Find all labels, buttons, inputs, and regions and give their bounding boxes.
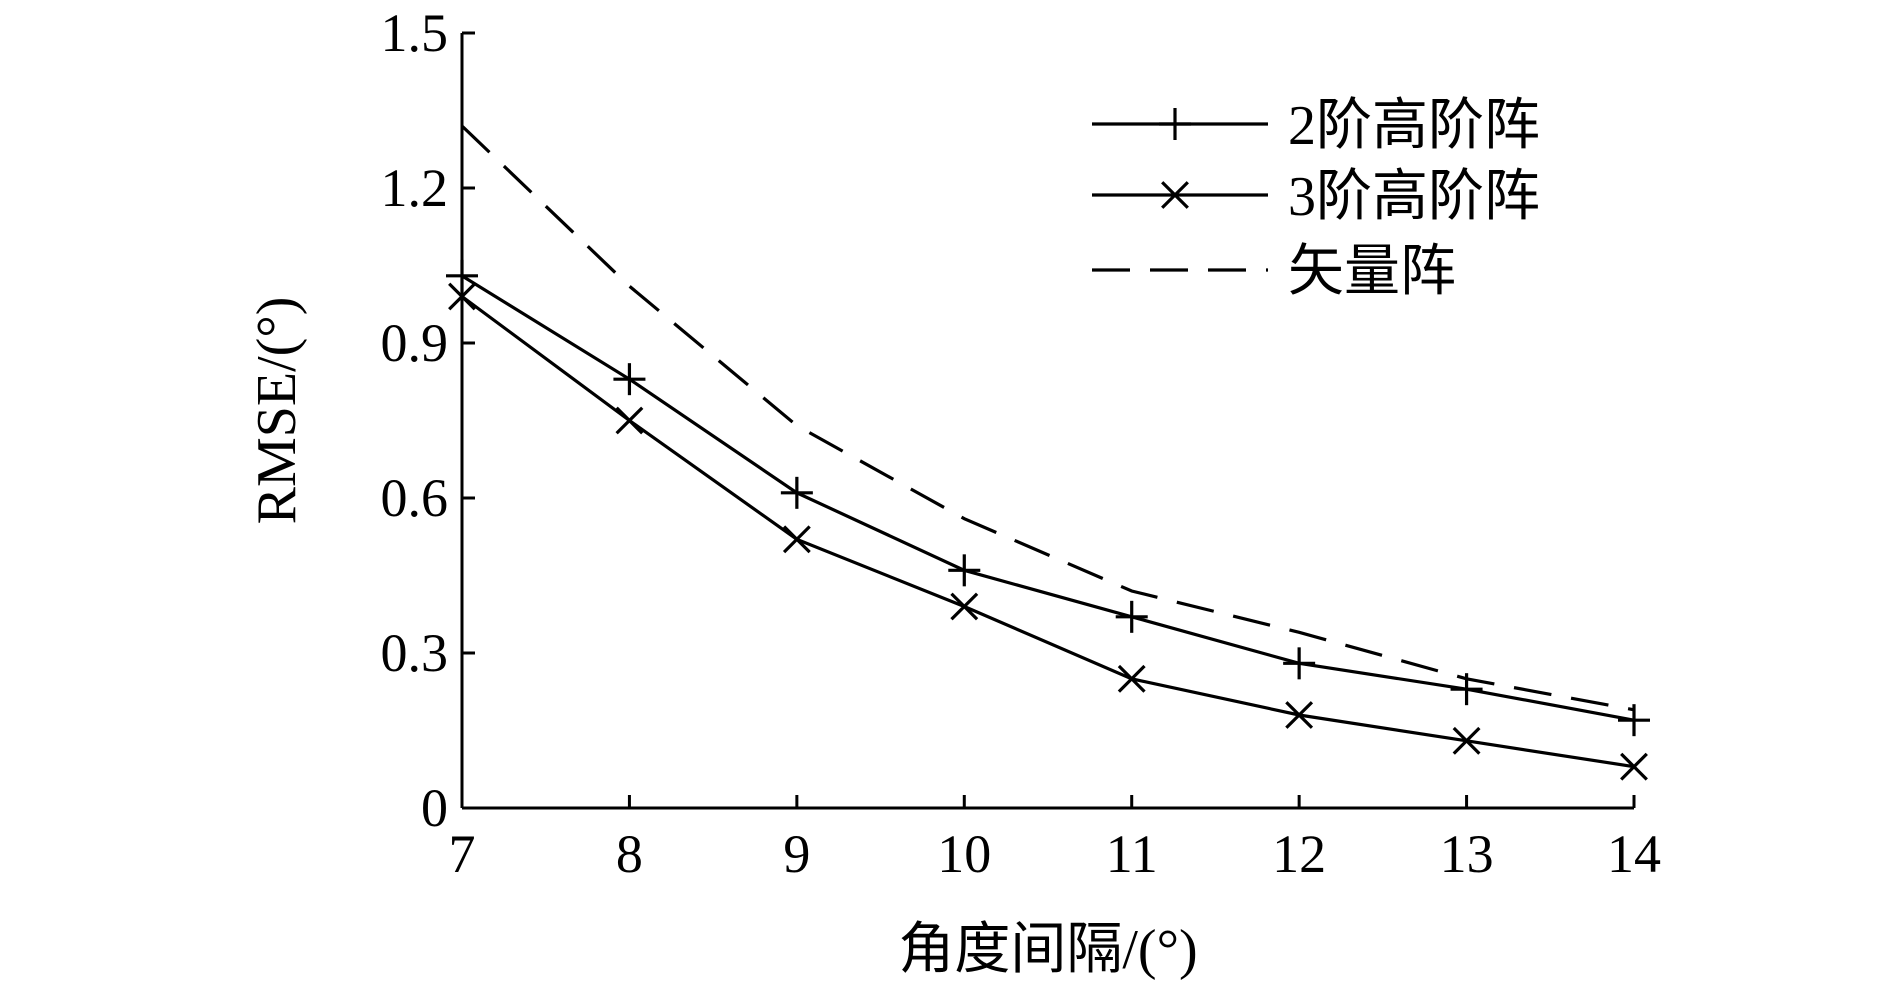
x-marker-b (1285, 701, 1314, 729)
plus-marker (948, 554, 981, 587)
legend-label: 矢量阵 (1288, 241, 1456, 303)
x-marker (1285, 701, 1314, 729)
legend-label: 2阶高阶阵 (1288, 95, 1540, 157)
x-tick-label: 7 (449, 824, 476, 884)
y-tick-label: 1.5 (381, 3, 449, 63)
y-tick-label: 1.2 (381, 158, 449, 218)
x-marker-b (950, 592, 979, 621)
x-tick-label: 11 (1106, 824, 1158, 884)
x-marker-b (1117, 664, 1146, 693)
legend-entry-1: 2阶高阶阵 (1092, 95, 1540, 157)
y-tick-label: 0.3 (381, 623, 449, 683)
plus-marker (1159, 108, 1191, 140)
y-tick-label: 0 (421, 778, 448, 838)
x-marker (782, 525, 811, 554)
x-marker-b (782, 525, 811, 554)
series-line-1 (461, 274, 1635, 722)
y-axis-title: RMSE/(°) (246, 297, 308, 525)
axes-layer: 0 0.3 0.6 0.9 1.2 1.5 7 8 9 10 11 12 13 14 (381, 3, 1662, 884)
x-marker-b (1452, 726, 1481, 755)
legend-entry-2: 3阶高阶阵 (1092, 166, 1540, 228)
x-marker (950, 592, 979, 621)
x-marker-b (1161, 181, 1189, 209)
series-line-2 (461, 295, 1635, 769)
x-marker (615, 406, 644, 435)
x-tick-label: 10 (937, 824, 991, 884)
x-marker-b (1620, 752, 1648, 781)
x-marker (1161, 181, 1189, 209)
y-tick-label: 0.9 (381, 313, 449, 373)
x-tick-label: 9 (783, 824, 810, 884)
x-tick-label: 13 (1440, 824, 1494, 884)
plus-marker (1283, 647, 1316, 680)
x-tick-label: 12 (1272, 824, 1326, 884)
x-marker (1117, 664, 1146, 693)
series-line-3 (460, 124, 1635, 712)
series-layer (446, 124, 1650, 781)
legend-label: 3阶高阶阵 (1288, 166, 1540, 228)
x-tick-label: 8 (616, 824, 643, 884)
plus-marker (613, 363, 646, 396)
x-axis-title: 角度间隔/(°) (898, 919, 1197, 981)
plus-marker (1115, 600, 1148, 633)
x-marker (1620, 752, 1648, 781)
y-tick-label: 0.6 (381, 468, 449, 528)
x-marker (1452, 726, 1481, 755)
legend-entry-3: 矢量阵 (1092, 241, 1456, 303)
x-tick-label: 14 (1607, 824, 1661, 884)
x-marker-b (615, 406, 644, 435)
plus-marker (780, 476, 813, 509)
